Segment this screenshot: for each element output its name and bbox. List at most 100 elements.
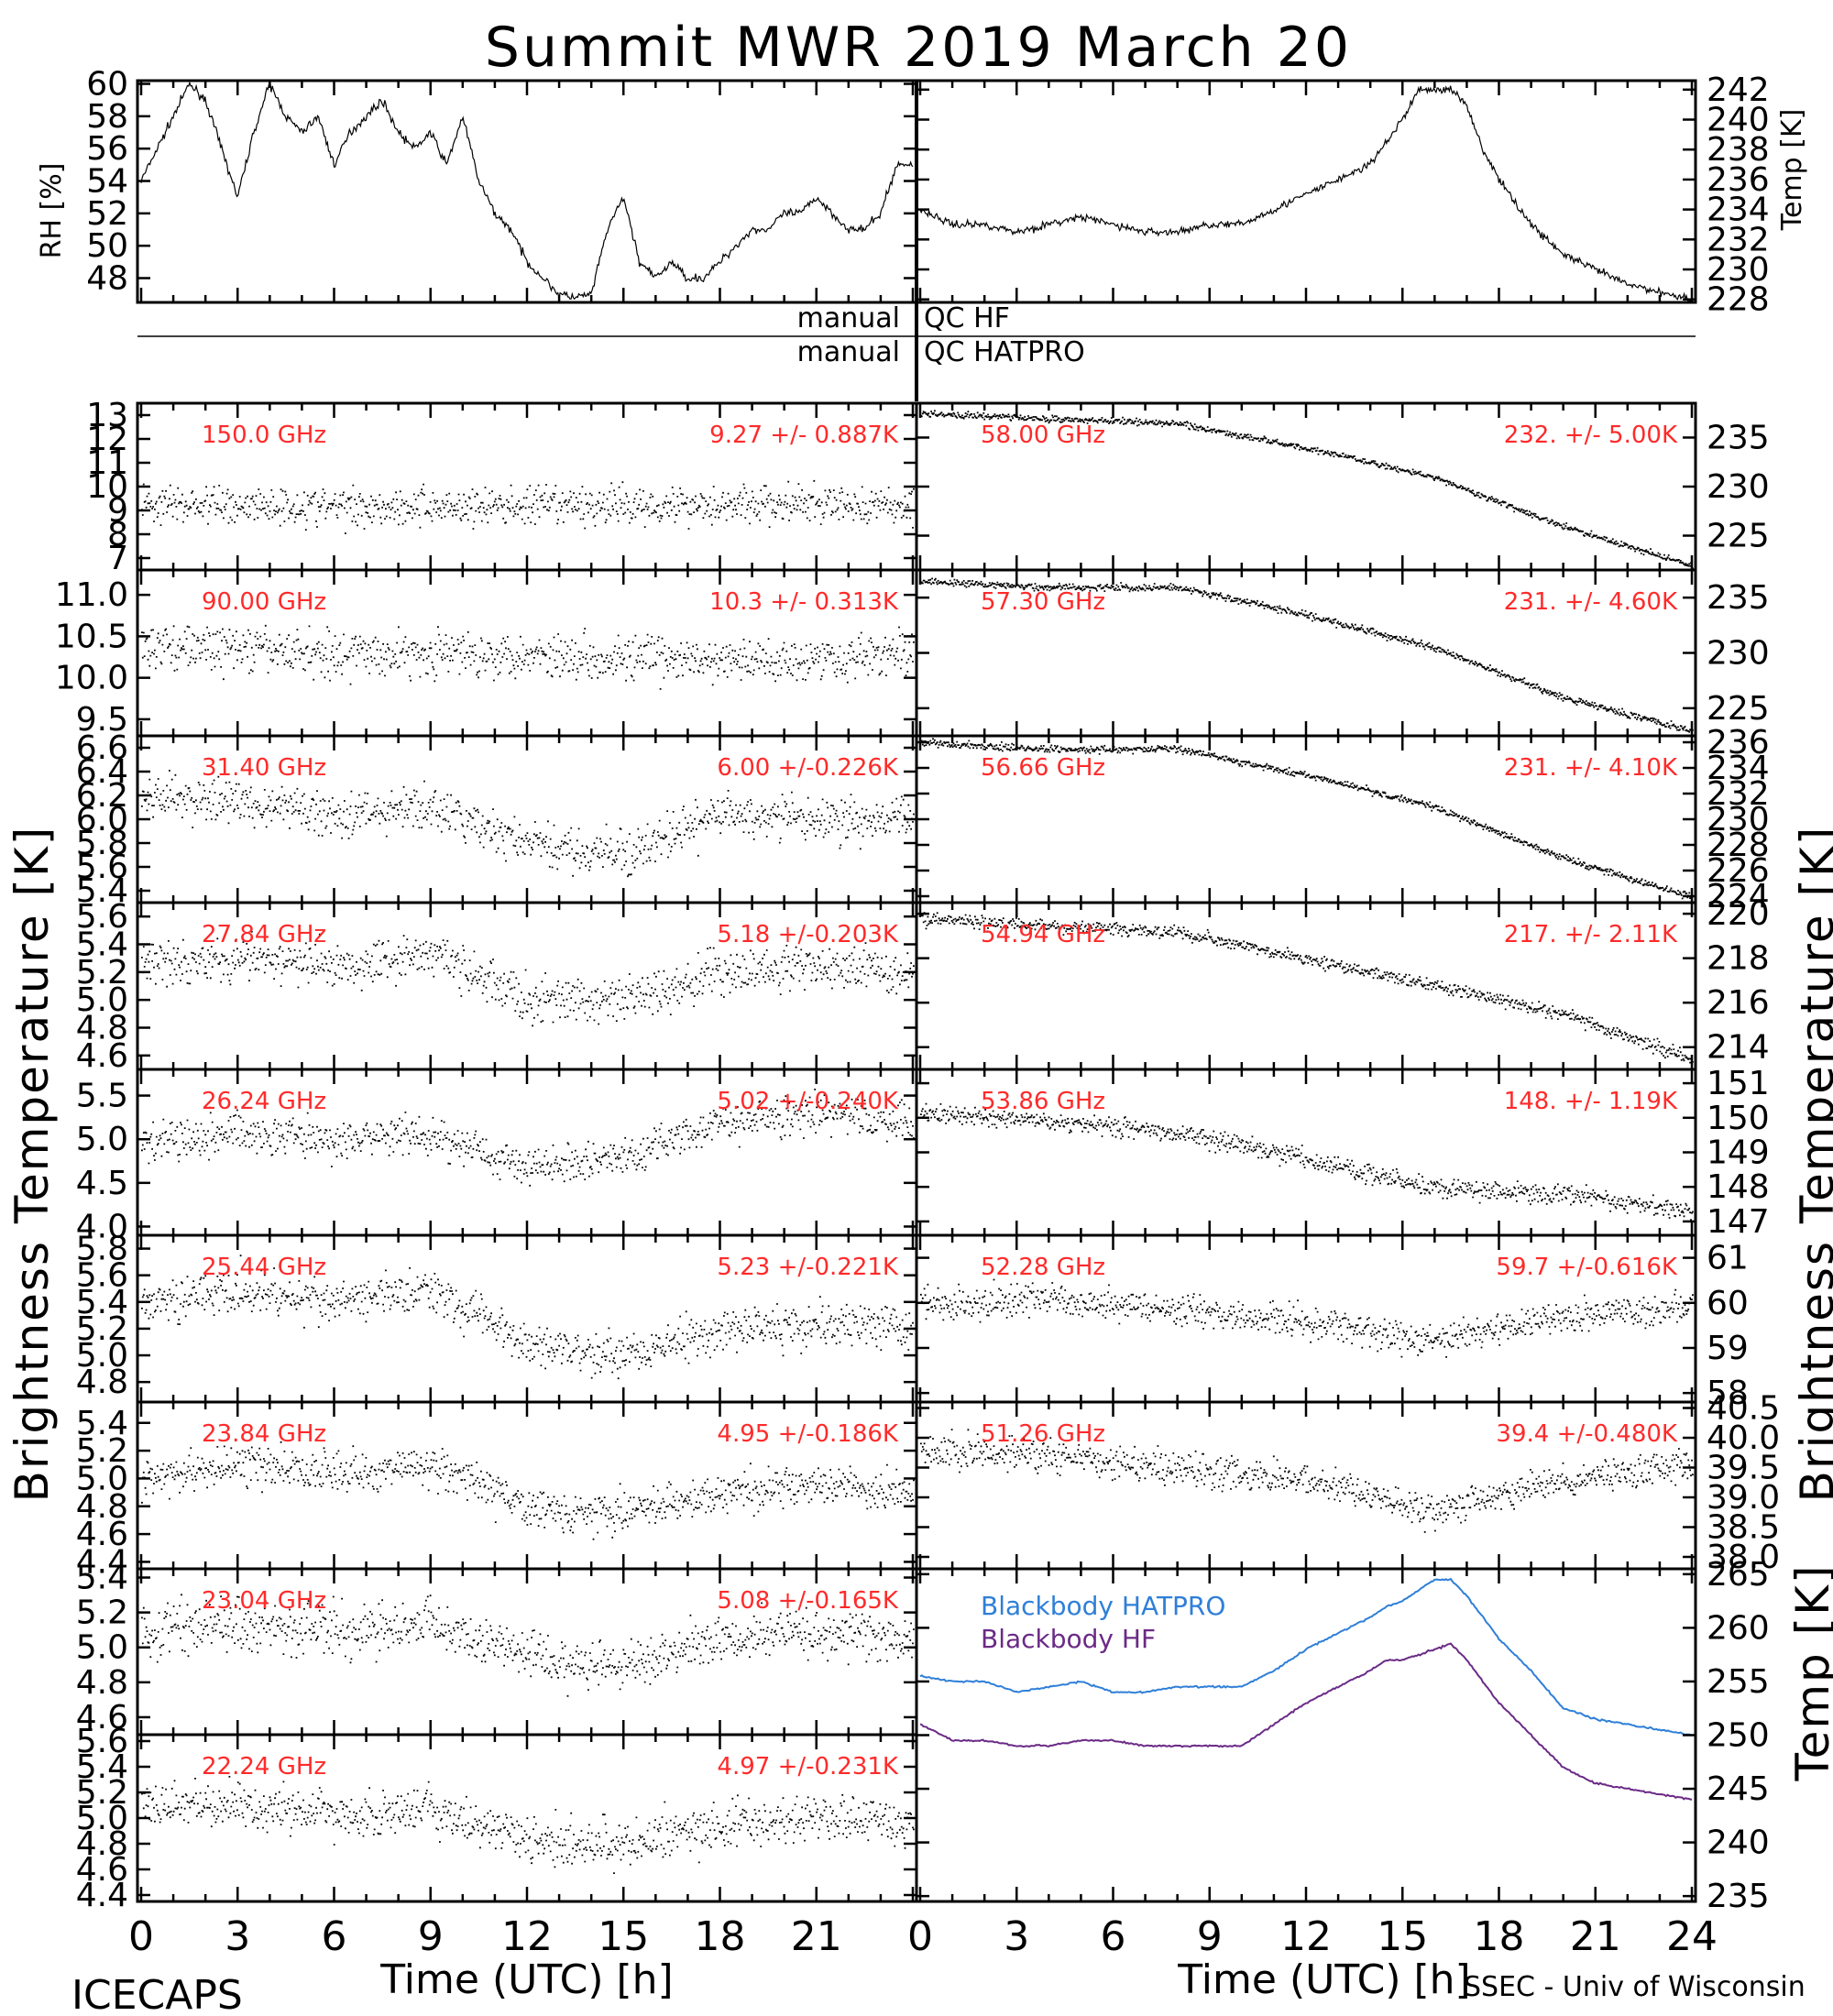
- temp-ytick-label: 228: [1707, 281, 1770, 319]
- x-tick-label-right: 21: [1570, 1913, 1621, 1960]
- panel-ch2624: 4.0 4.5 5.0 5.5 26.24 GHz 5.02 +/-0.240K: [76, 1068, 918, 1245]
- ch2624-ytick-label: 4.0: [76, 1208, 128, 1245]
- ch5494-ytick-label: 214: [1707, 1029, 1770, 1067]
- ch150-ytick-label: 10: [86, 468, 128, 506]
- x-tick-label-left: 12: [501, 1913, 553, 1960]
- ch58-ytick-label: 235: [1707, 419, 1770, 456]
- ch5666-ytick-label: 228: [1707, 827, 1770, 864]
- ch5228-stats-label: 59.7 +/-0.616K: [1496, 1254, 1678, 1281]
- rh-ytick-label: 58: [86, 98, 128, 136]
- ch90-freq-label: 90.00 GHz: [202, 588, 326, 616]
- panel-ch2384: 4.44.64.85.05.25.4 23.84 GHz 4.95 +/-0.186…: [76, 1400, 918, 1581]
- panel-ch2304: 4.64.85.05.25.4 23.04 GHz 5.08 +/-0.165K: [76, 1560, 918, 1737]
- ch2384-ytick-label: 5.4: [76, 1405, 128, 1442]
- ch2384-ytick-label: 5.0: [76, 1460, 128, 1497]
- ch2384-ytick-label: 4.6: [76, 1516, 128, 1553]
- ch5126-ytick-label: 39.5: [1707, 1450, 1780, 1487]
- ch5228-ytick-label: 61: [1707, 1240, 1749, 1277]
- ch5666-ytick-label: 224: [1707, 878, 1770, 915]
- temp-ytick-label: 240: [1707, 102, 1770, 139]
- qc-hatpro-manual: manual: [797, 336, 900, 368]
- ch5126-stats-label: 39.4 +/-0.480K: [1496, 1420, 1678, 1448]
- ch3140-ytick-label: 6.0: [76, 801, 128, 838]
- rh-ytick-label: 56: [86, 130, 128, 168]
- ch90-ytick-label: 9.5: [76, 701, 128, 739]
- series-hatpro-line: [919, 1577, 1693, 1737]
- ch5386-ytick-label: 151: [1707, 1065, 1770, 1102]
- ch3140-ytick-label: 5.8: [76, 825, 128, 862]
- ch5666-ytick-label: 226: [1707, 852, 1770, 890]
- ch2384-stats-label: 4.95 +/-0.186K: [717, 1420, 899, 1448]
- blackbody-ytick-label: 245: [1707, 1770, 1770, 1808]
- ch3140-stats-label: 6.00 +/-0.226K: [717, 754, 899, 782]
- ch2544-stats-label: 5.23 +/-0.221K: [717, 1254, 899, 1281]
- x-tick-label-right: 9: [1197, 1913, 1223, 1960]
- ch2224-ytick-label: 5.4: [76, 1748, 128, 1786]
- ch5730-ytick-label: 225: [1707, 690, 1770, 728]
- x-tick-label-right: 0: [907, 1913, 933, 1960]
- ch2624-stats-label: 5.02 +/-0.240K: [717, 1088, 899, 1115]
- x-tick-label-left: 3: [225, 1913, 250, 1960]
- qc-hatpro-label: QC HATPRO: [924, 336, 1085, 368]
- ch5386-stats-label: 148. +/- 1.19K: [1504, 1088, 1678, 1115]
- ch2224-freq-label: 22.24 GHz: [202, 1753, 326, 1780]
- ch5126-ytick-label: 38.5: [1707, 1509, 1780, 1547]
- rh-ytick-label: 50: [86, 227, 128, 265]
- x-tick-label-right: 15: [1377, 1913, 1428, 1960]
- ch5386-ytick-label: 149: [1707, 1134, 1770, 1172]
- ch2224-stats-label: 4.97 +/-0.231K: [717, 1753, 899, 1780]
- panel-ch5228: 58 59 60 61 52.28 GHz 59.7 +/-0.616K: [915, 1233, 1749, 1412]
- ch150-points: [141, 479, 915, 534]
- x-tick-label-left: 21: [791, 1913, 842, 1960]
- x-tick-label-right: 12: [1280, 1913, 1332, 1960]
- ch5386-freq-label: 53.86 GHz: [981, 1088, 1105, 1115]
- ch2304-freq-label: 23.04 GHz: [202, 1587, 326, 1615]
- ch3140-ytick-label: 5.6: [76, 849, 128, 886]
- ch2384-ytick-label: 5.2: [76, 1432, 128, 1470]
- ch2544-ytick-label: 5.0: [76, 1337, 128, 1375]
- ch2384-freq-label: 23.84 GHz: [202, 1420, 326, 1448]
- ch150-ytick-label: 7: [107, 540, 128, 577]
- blackbody-ytick-label: 240: [1707, 1824, 1770, 1862]
- ch5666-ytick-label: 234: [1707, 750, 1770, 787]
- x-tick-label-left: 15: [598, 1913, 649, 1960]
- left-y-axis-label: Brightness Temperature [K]: [5, 826, 59, 1503]
- ch5730-ytick-label: 230: [1707, 635, 1770, 673]
- right-y-axis-label: Brightness Temperature [K]: [1791, 826, 1833, 1503]
- ch5666-freq-label: 56.66 GHz: [981, 754, 1105, 782]
- blackbody-temp-axis-label: Temp [K]: [1786, 1564, 1833, 1782]
- blackbody-ytick-label: 255: [1707, 1663, 1770, 1701]
- panel-ch3140: 5.45.65.86.06.26.46.6 31.40 GHz 6.00 +/-0.…: [76, 729, 918, 910]
- ch5228-ytick-label: 58: [1707, 1375, 1749, 1412]
- panel-ch2224: 4.44.64.85.05.25.45.6 22.24 GHz 4.97 +/-0.…: [76, 1723, 918, 1914]
- qc-hf-manual: manual: [797, 302, 900, 334]
- ch5494-ytick-label: 218: [1707, 940, 1770, 978]
- ch5126-freq-label: 51.26 GHz: [981, 1420, 1105, 1448]
- legend-hatpro: Blackbody HATPRO: [981, 1591, 1225, 1621]
- ch5126-ytick-label: 40.0: [1707, 1419, 1780, 1457]
- ch3140-ytick-label: 5.4: [76, 872, 128, 910]
- ch150-freq-label: 150.0 GHz: [202, 422, 326, 449]
- ch5730-freq-label: 57.30 GHz: [981, 588, 1105, 616]
- panels-group: 4850525456586022823023223423623824024278…: [55, 66, 1780, 1960]
- ch2384-ytick-label: 4.4: [76, 1543, 128, 1581]
- ch2784-ytick-label: 5.6: [76, 898, 128, 936]
- ch2624-freq-label: 26.24 GHz: [202, 1088, 326, 1115]
- ch150-ytick-label: 12: [86, 421, 128, 458]
- rh-ytick-label: 60: [86, 66, 128, 104]
- chart-title: Summit MWR 2019 March 20: [485, 16, 1352, 80]
- ch5126-ytick-label: 40.5: [1707, 1390, 1780, 1428]
- ch5666-ytick-label: 232: [1707, 775, 1770, 813]
- ch90-stats-label: 10.3 +/- 0.313K: [709, 588, 899, 616]
- ch5666-stats-label: 231. +/- 4.10K: [1504, 754, 1678, 782]
- x-tick-label-right: 6: [1101, 1913, 1126, 1960]
- ch2544-ytick-label: 5.4: [76, 1284, 128, 1321]
- x-tick-label-right: 24: [1666, 1913, 1718, 1960]
- ch2544-ytick-label: 5.6: [76, 1257, 128, 1295]
- rh-frame: [136, 79, 918, 304]
- ch2784-freq-label: 27.84 GHz: [202, 921, 326, 948]
- panel-ch2544: 4.85.05.25.45.65.8 25.44 GHz 5.23 +/-0.221…: [76, 1231, 918, 1404]
- ch3140-ytick-label: 6.6: [76, 729, 128, 767]
